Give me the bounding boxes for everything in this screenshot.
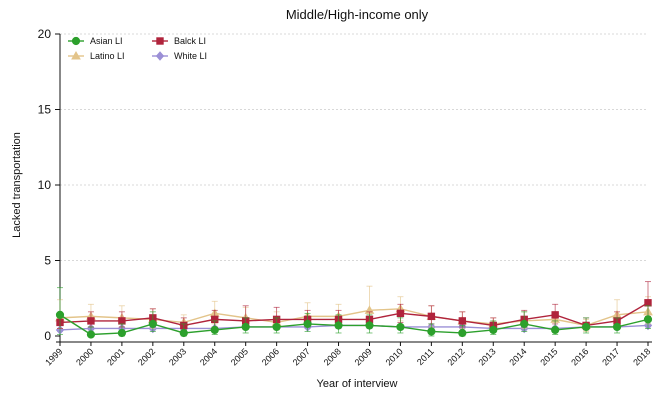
data-point-asian-li bbox=[179, 328, 188, 338]
series-line-latino-li bbox=[59, 308, 649, 327]
x-tick-label: 2010 bbox=[384, 346, 405, 367]
data-point-asian-li bbox=[520, 319, 529, 329]
series-white-li bbox=[55, 320, 653, 335]
data-point-asian-li bbox=[86, 330, 96, 339]
data-point-balck-li bbox=[458, 317, 467, 325]
y-tick-label: 15 bbox=[38, 103, 52, 117]
x-tick-label: 2014 bbox=[507, 346, 528, 367]
x-tick-label: 2013 bbox=[476, 346, 497, 367]
legend-item-latino-li: Latino LI bbox=[68, 50, 125, 61]
x-tick-label: 2016 bbox=[569, 346, 590, 367]
y-tick-label: 0 bbox=[44, 329, 51, 343]
x-tick-label: 2015 bbox=[538, 346, 559, 367]
y-tick-label: 20 bbox=[38, 27, 52, 41]
chart-title: Middle/High-income only bbox=[286, 7, 429, 22]
legend: Asian LI Latino LI Balck LI White LI bbox=[68, 36, 207, 61]
legend-label: Latino LI bbox=[90, 51, 125, 61]
series-asian-li bbox=[55, 287, 653, 339]
series-line-balck-li bbox=[59, 302, 649, 327]
x-tick-label: 2011 bbox=[415, 346, 436, 367]
data-point-balck-li bbox=[551, 311, 559, 319]
data-point-asian-li bbox=[148, 319, 157, 329]
x-tick-label: 2006 bbox=[260, 346, 281, 367]
x-axis-title: Year of interview bbox=[317, 378, 398, 390]
data-point-asian-li bbox=[458, 328, 467, 338]
legend-label: Balck LI bbox=[174, 36, 206, 46]
x-tick-label: 2004 bbox=[198, 346, 219, 367]
x-tick-label: 2003 bbox=[167, 346, 188, 367]
x-tick-label: 2017 bbox=[600, 346, 621, 367]
series-group bbox=[55, 281, 653, 339]
data-point-asian-li bbox=[210, 325, 219, 335]
y-tick-label: 5 bbox=[44, 254, 51, 268]
x-tick-label: 2002 bbox=[136, 346, 157, 367]
data-point-balck-li bbox=[396, 309, 405, 318]
data-point-asian-li bbox=[489, 325, 498, 335]
data-point-asian-li bbox=[303, 319, 312, 329]
data-point-asian-li bbox=[272, 322, 281, 332]
data-point-balck-li bbox=[427, 312, 436, 321]
legend-marker bbox=[71, 50, 81, 60]
data-point-balck-li bbox=[118, 317, 126, 325]
legend-label: White LI bbox=[174, 51, 207, 61]
data-point-asian-li bbox=[334, 321, 343, 330]
x-tick-label: 2018 bbox=[631, 346, 652, 367]
data-point-asian-li bbox=[365, 321, 374, 330]
y-axis-title: Lacked transportation bbox=[11, 132, 23, 238]
series-latino-li bbox=[55, 285, 653, 332]
data-point-asian-li bbox=[396, 322, 405, 332]
legend-item-white-li: White LI bbox=[152, 51, 207, 61]
data-point-asian-li bbox=[612, 322, 622, 332]
data-point-balck-li bbox=[644, 299, 652, 307]
x-tick-label: 2008 bbox=[322, 346, 343, 367]
legend-marker bbox=[155, 51, 165, 61]
x-tick-label: 2007 bbox=[291, 346, 312, 367]
data-point-asian-li bbox=[582, 322, 591, 332]
legend-label: Asian LI bbox=[90, 36, 123, 46]
x-tick-label: 1999 bbox=[43, 346, 64, 367]
series-balck-li bbox=[56, 281, 652, 331]
x-tick-label: 2009 bbox=[353, 346, 374, 367]
series-line-asian-li bbox=[59, 314, 649, 336]
x-tick-label: 2005 bbox=[229, 346, 250, 367]
x-tick-label: 2001 bbox=[105, 346, 126, 367]
legend-marker bbox=[71, 36, 81, 46]
y-tick-label: 10 bbox=[38, 178, 52, 192]
data-point-asian-li bbox=[427, 327, 436, 336]
x-tick-label: 2000 bbox=[74, 346, 95, 367]
data-point-asian-li bbox=[55, 310, 65, 319]
data-point-asian-li bbox=[643, 315, 653, 324]
legend-marker bbox=[156, 37, 164, 45]
data-point-balck-li bbox=[87, 317, 95, 325]
data-point-asian-li bbox=[551, 325, 560, 335]
data-point-asian-li bbox=[241, 322, 250, 332]
legend-item-asian-li: Asian LI bbox=[68, 36, 123, 46]
data-point-asian-li bbox=[117, 328, 126, 338]
gridlines bbox=[60, 33, 648, 261]
x-tick-label: 2012 bbox=[445, 346, 466, 367]
legend-item-balck-li: Balck LI bbox=[152, 36, 206, 46]
